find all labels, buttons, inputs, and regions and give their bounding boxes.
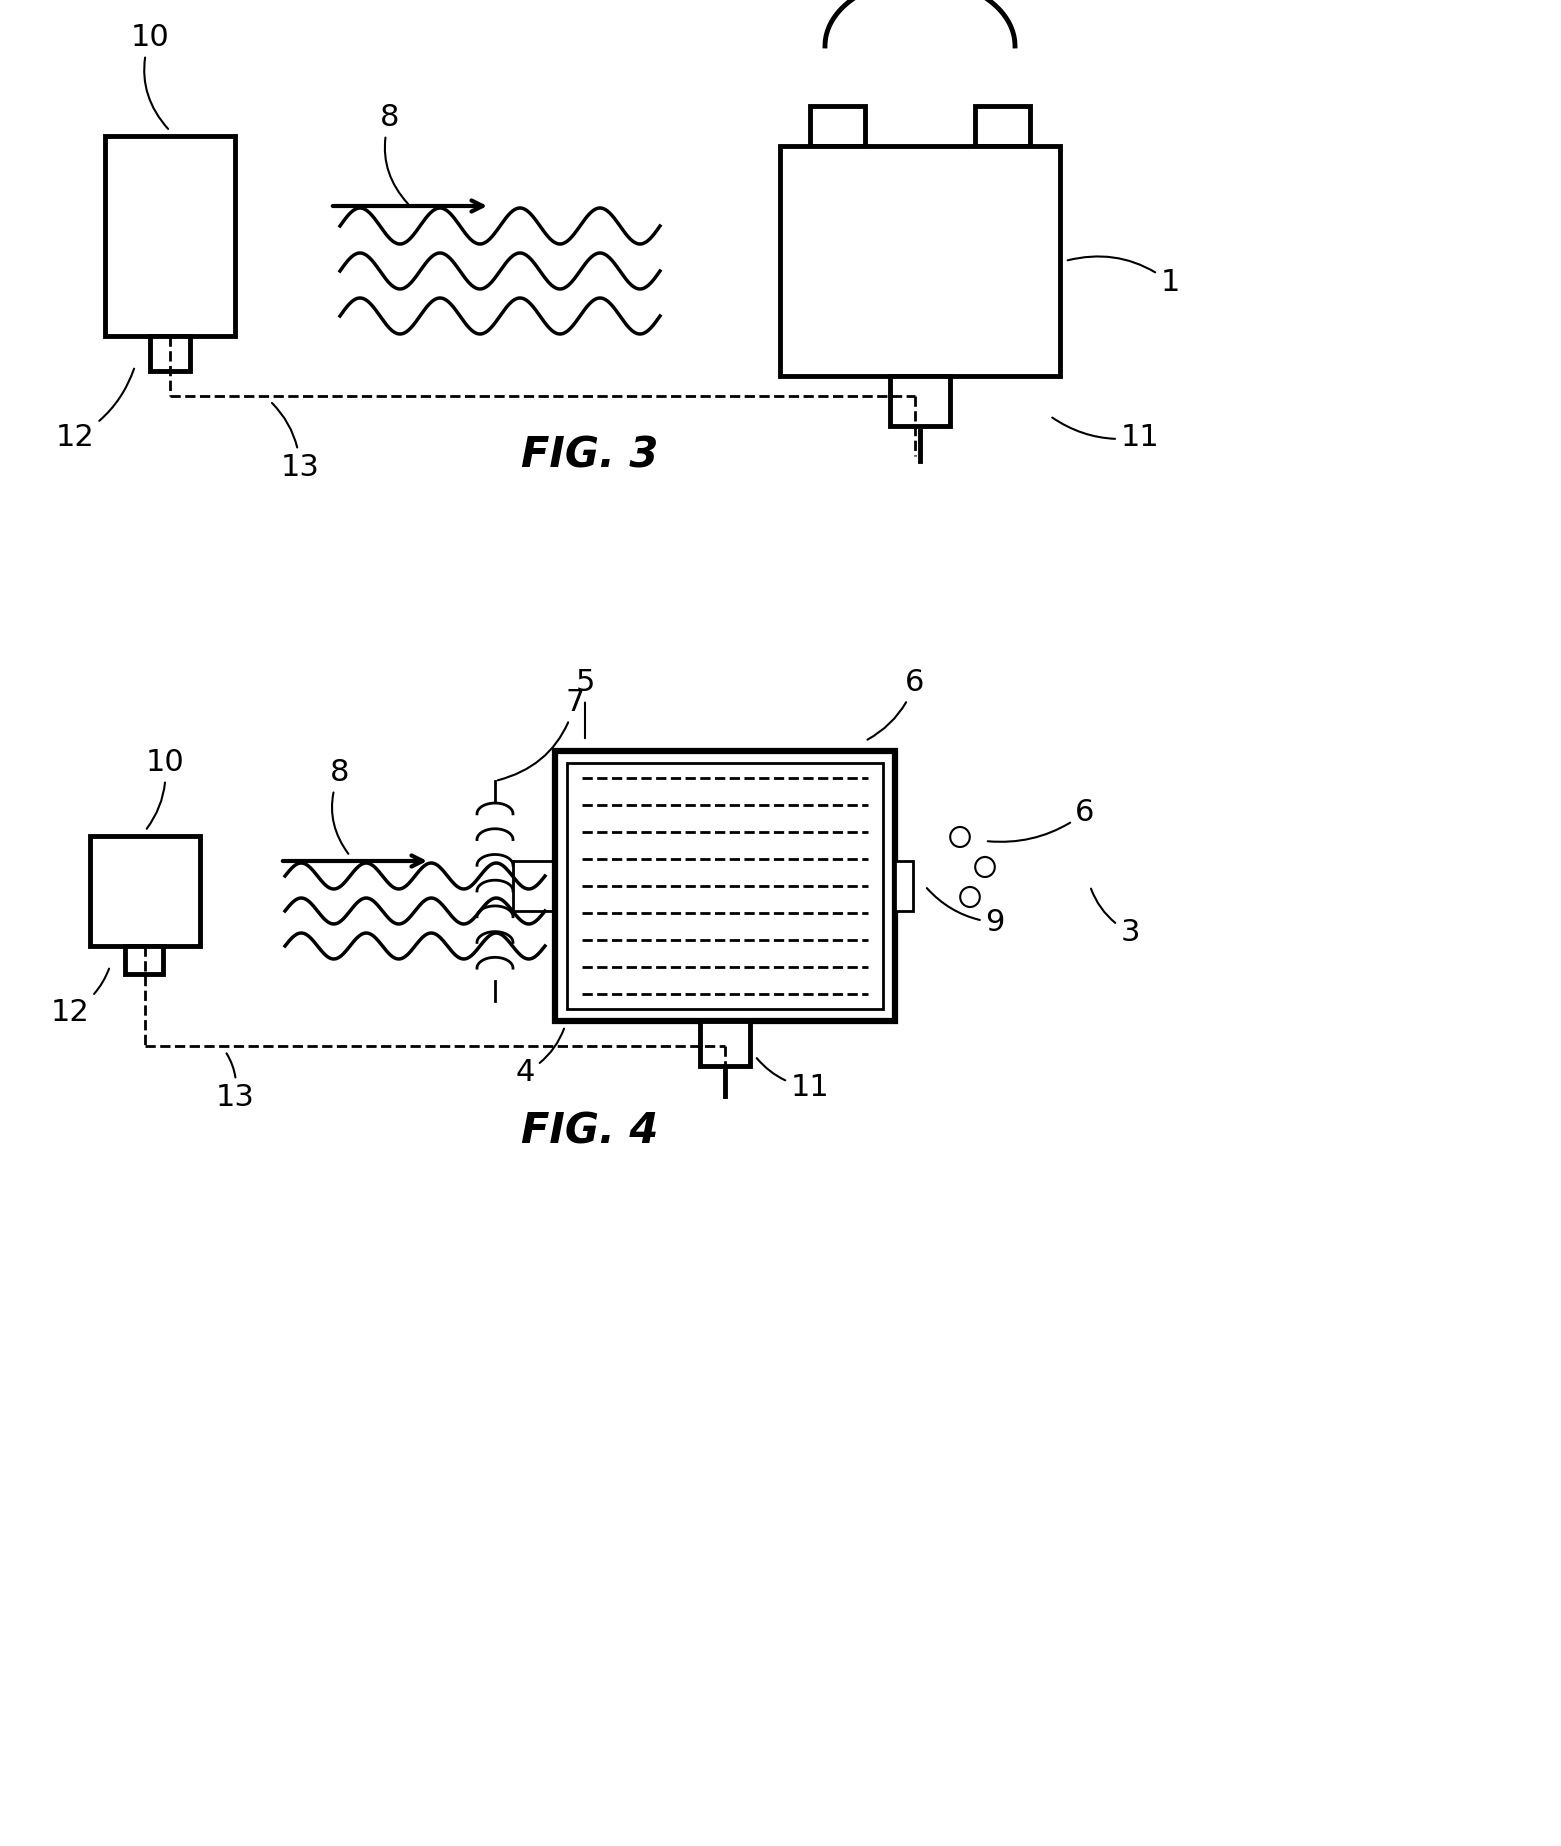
Bar (567, 762, 884, 1010)
Bar (810, 105, 865, 146)
Text: 6: 6 (868, 668, 924, 740)
Bar (556, 751, 894, 1021)
Text: 6: 6 (988, 797, 1094, 842)
Text: 9: 9 (927, 888, 1005, 938)
Bar (894, 860, 913, 910)
Text: FIG. 4: FIG. 4 (521, 1109, 659, 1152)
Text: 11: 11 (1052, 417, 1160, 452)
Bar (890, 377, 951, 426)
Text: 5: 5 (576, 668, 595, 738)
Bar (780, 146, 1060, 377)
Text: 11: 11 (757, 1058, 829, 1102)
Bar (976, 105, 1030, 146)
Text: 7: 7 (498, 689, 585, 781)
Text: 10: 10 (145, 748, 184, 829)
Text: 4: 4 (515, 1028, 564, 1087)
Bar (699, 1021, 749, 1065)
Text: 12: 12 (56, 369, 134, 452)
Bar (91, 836, 200, 945)
Text: 1: 1 (1068, 257, 1180, 297)
Text: 8: 8 (331, 759, 350, 855)
Text: 8: 8 (381, 103, 407, 203)
Text: 13: 13 (215, 1054, 254, 1111)
Text: 12: 12 (50, 969, 109, 1026)
Bar (125, 945, 162, 975)
Text: 13: 13 (272, 402, 320, 482)
Text: FIG. 3: FIG. 3 (521, 436, 659, 476)
Bar (150, 336, 190, 371)
Text: 3: 3 (1091, 888, 1140, 947)
Bar (105, 137, 236, 336)
Text: 10: 10 (131, 22, 170, 129)
